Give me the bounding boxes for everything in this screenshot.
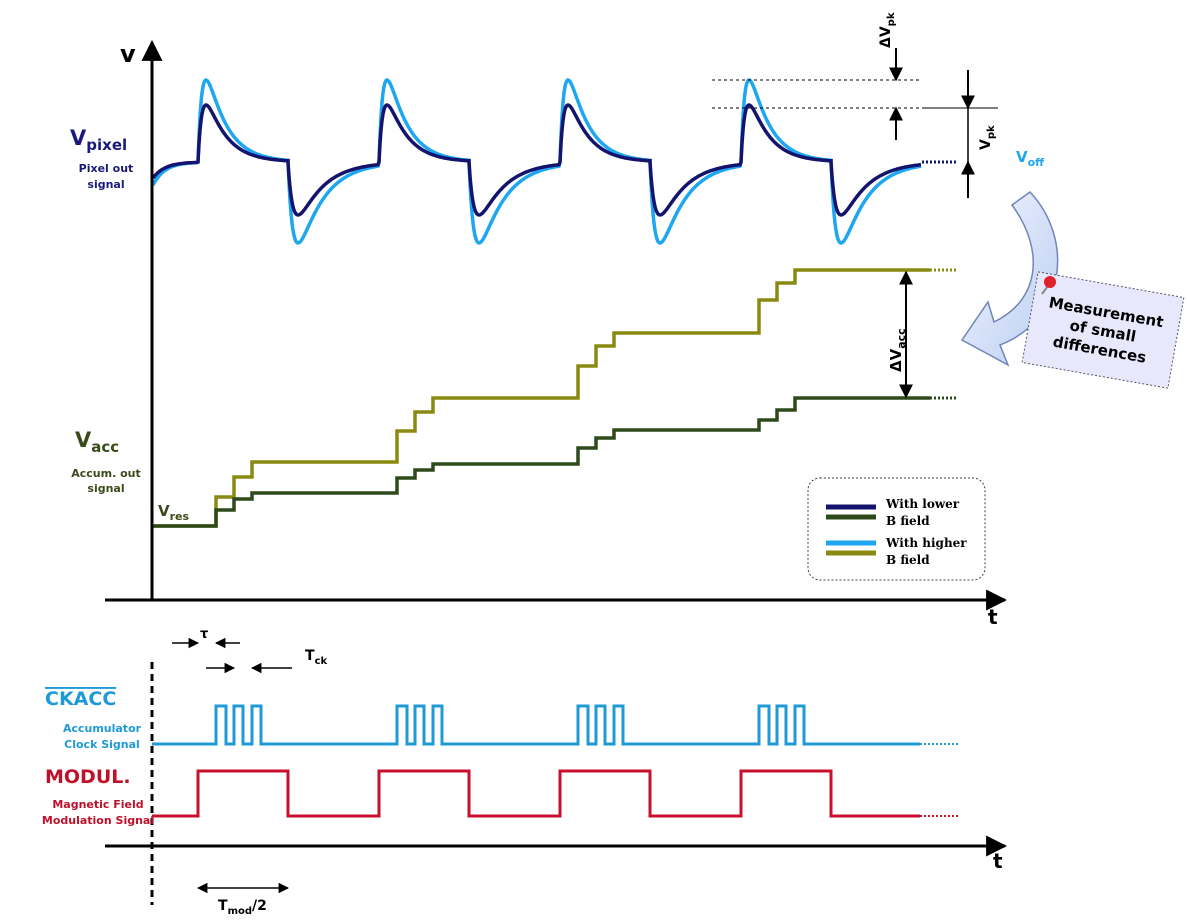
- waveforms: [152, 80, 958, 816]
- v-axis-label: v: [120, 40, 136, 68]
- delta-peak-label: ΔVpk: [878, 12, 897, 48]
- pixel-wave: [153, 105, 921, 215]
- lower-t-axis-label: t: [993, 849, 1003, 873]
- pixel-label: Vpixel: [70, 126, 127, 154]
- modulation-wave: [152, 771, 920, 816]
- t-axis-label: t: [988, 605, 998, 629]
- clock-label: CKACC: [45, 688, 116, 710]
- half-period-label: Tmod/2: [218, 898, 267, 917]
- tau-label: τ: [200, 627, 208, 642]
- clock-period-label: Tck: [305, 648, 327, 667]
- acc-label: Vacc: [75, 428, 119, 456]
- offset-label: Voff: [1016, 148, 1044, 169]
- pixel-wave: [153, 80, 921, 243]
- clock-wave: [152, 706, 920, 744]
- peak-label: Vpk: [978, 125, 997, 150]
- delta-acc-label: ΔVacc: [887, 328, 908, 372]
- timing-diagram: v t t Vpixel Pixel outsignal Vacc Accum.…: [0, 0, 1187, 921]
- modulation-label: MODUL.: [45, 766, 131, 788]
- reset-label: Vres: [158, 502, 189, 523]
